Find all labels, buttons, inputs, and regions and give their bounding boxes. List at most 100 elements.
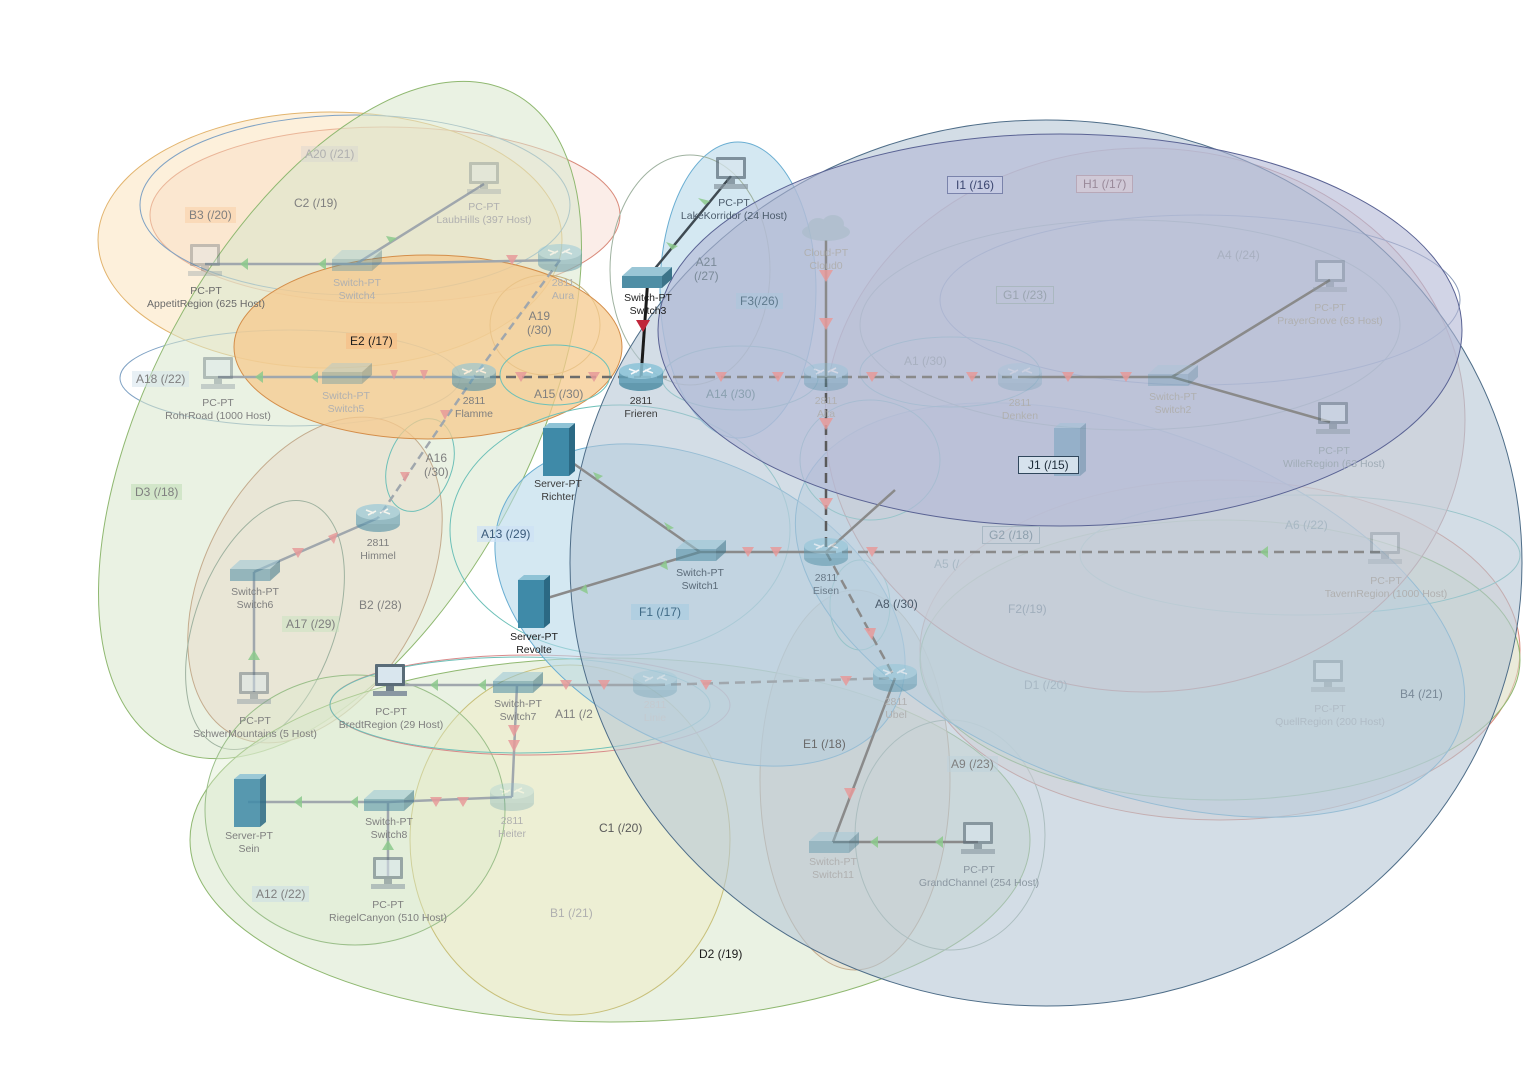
router-icon[interactable] (803, 362, 849, 392)
link (1171, 375, 1331, 424)
area-label-a15: A15 (/30) (534, 387, 584, 401)
area-label-a8: A8 (/30) (875, 597, 918, 611)
area-label-a11: A11 (/2 (555, 707, 593, 721)
device-label-switch2: Switch-PT Switch2 (1149, 391, 1197, 416)
area-label-a4: A4 (/24) (1217, 248, 1260, 262)
area-i1 (657, 133, 1463, 527)
area-label-a20: A20 (/21) (301, 146, 359, 162)
link (654, 676, 896, 687)
pc-icon[interactable] (1316, 402, 1350, 434)
area-label-a1: A1 (/30) (904, 354, 947, 368)
area-label-f1: F1 (/17) (631, 604, 690, 620)
server-icon[interactable] (543, 423, 575, 476)
device-label-heiter: 2811 Heiter (497, 815, 527, 840)
switch-icon[interactable] (622, 267, 672, 288)
area-label-b4: B4 (/21) (1400, 687, 1443, 701)
area-label-c2: C2 (/19) (294, 196, 338, 210)
pc-icon[interactable] (1311, 660, 1345, 692)
area-label-e2: E2 (/17) (346, 333, 397, 349)
pc-icon[interactable] (373, 664, 407, 696)
device-label-alta: 2811 Alta (814, 395, 838, 420)
pc-icon[interactable] (201, 357, 235, 389)
device-label-appetit: PC-PT AppetitRegion (625 Host) (147, 285, 265, 310)
device-label-bredt: PC-PT BredtRegion (29 Host) (338, 706, 444, 731)
switch-icon[interactable] (493, 672, 543, 693)
area-label-a17: A17 (/29) (282, 616, 340, 632)
device-label-switch4: Switch-PT Switch4 (333, 277, 381, 302)
server-icon[interactable] (234, 774, 266, 827)
area-label-a14: A14 (/30) (706, 387, 756, 401)
link-markers (240, 198, 1268, 850)
device-label-ubel: 2811 Ubel (884, 696, 908, 721)
router-icon[interactable] (537, 243, 583, 273)
device-label-himmel: 2811 Himmel (360, 537, 396, 562)
device-label-riegel: PC-PT RiegelCanyon (510 Host) (329, 899, 447, 924)
device-label-linie: 2811 Linie (643, 699, 667, 724)
device-label-switch8: Switch-PT Switch8 (365, 816, 413, 841)
device-label-quell: PC-PT QuellRegion (200 Host) (1275, 703, 1385, 728)
switch-icon[interactable] (332, 250, 382, 271)
pc-icon[interactable] (371, 857, 405, 889)
area-label-d1: D1 (/20) (1024, 678, 1068, 692)
area-label-a16: A16 (/30) (424, 451, 449, 479)
device-label-switch7: Switch-PT Switch7 (494, 698, 542, 723)
router-icon[interactable] (997, 362, 1043, 392)
device-label-tavern: PC-PT TavernRegion (1000 Host) (1324, 575, 1448, 600)
area-label-h1: H1 (/17) (1076, 175, 1134, 193)
area-label-a21: A21 (/27) (694, 255, 719, 283)
server-icon[interactable] (518, 575, 550, 628)
device-label-switch6: Switch-PT Switch6 (231, 586, 279, 611)
area-ellipses (97, 80, 1523, 1023)
area-label-j1: J1 (/15) (1018, 456, 1079, 474)
area-label-a6: A6 (/22) (1285, 518, 1328, 532)
switch-icon[interactable] (676, 540, 726, 561)
area-a17 (185, 500, 345, 750)
pc-icon[interactable] (714, 157, 748, 189)
pc-icon[interactable] (1368, 532, 1402, 564)
area-label-b2: B2 (/28) (359, 598, 402, 612)
area-a15 (499, 344, 611, 406)
link (647, 175, 732, 278)
pc-icon[interactable] (961, 822, 995, 854)
link (355, 258, 561, 266)
area-label-a9: A9 (/23) (947, 756, 998, 772)
link (824, 551, 897, 679)
switch-icon[interactable] (809, 832, 859, 853)
switch-icon[interactable] (322, 363, 372, 384)
device-label-switch5: Switch-PT Switch5 (322, 390, 370, 415)
area-label-c1: C1 (/20) (599, 821, 643, 835)
device-label-eisen: 2811 Eisen (812, 572, 840, 597)
switch-icon[interactable] (364, 790, 414, 811)
link (831, 677, 897, 843)
router-icon[interactable] (451, 362, 497, 392)
area-label-d2: D2 (/19) (699, 947, 743, 961)
device-label-rohr: PC-PT RohrRoad (1000 Host) (165, 397, 271, 422)
pc-icon[interactable] (188, 244, 222, 276)
area-label-i1: I1 (/16) (947, 176, 1004, 194)
device-label-cloud: Cloud-PT Cloud0 (803, 247, 849, 272)
area-label-f3: F3(/26) (736, 293, 783, 309)
area-label-g2: G2 (/18) (982, 526, 1041, 544)
router-icon[interactable] (355, 503, 401, 533)
pc-icon[interactable] (467, 162, 501, 194)
router-icon[interactable] (803, 537, 849, 567)
pc-icon[interactable] (1313, 260, 1347, 292)
link (376, 376, 476, 519)
router-icon[interactable] (618, 362, 664, 392)
device-label-grand: PC-PT GrandChannel (254 Host) (918, 864, 1040, 889)
link (1171, 278, 1331, 379)
router-icon[interactable] (872, 663, 918, 693)
area-label-a5: A5 (/ (934, 557, 960, 571)
device-label-switch3: Switch-PT Switch3 (624, 292, 672, 317)
area-e2 (233, 254, 623, 440)
device-label-revolte: Server-PT Revolte (510, 631, 558, 656)
device-label-frieren: 2811 Frieren (624, 395, 658, 420)
area-label-f2: F2(/19) (1008, 602, 1047, 616)
router-icon[interactable] (632, 669, 678, 699)
pc-icon[interactable] (237, 672, 271, 704)
router-icon[interactable] (489, 782, 535, 812)
switch-icon[interactable] (230, 560, 280, 581)
switch-icon[interactable] (1148, 365, 1198, 386)
area-label-b1: B1 (/21) (550, 906, 593, 920)
